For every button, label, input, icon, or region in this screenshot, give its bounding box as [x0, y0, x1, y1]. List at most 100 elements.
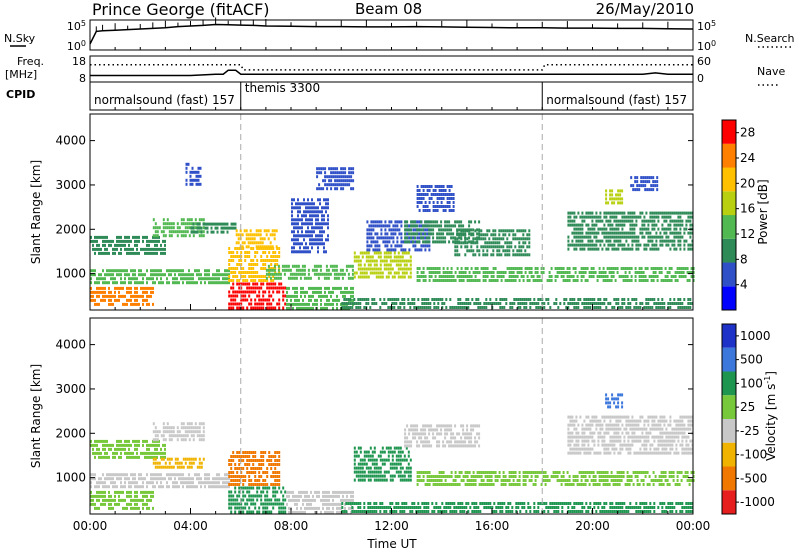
- power-cell: [265, 272, 268, 276]
- velocity-cell: [282, 502, 285, 506]
- power-cell: [371, 302, 374, 305]
- power-cell: [689, 223, 692, 227]
- velocity-cell: [412, 436, 415, 440]
- power-cell: [448, 275, 451, 278]
- power-cell: [611, 215, 614, 219]
- power-cell: [194, 218, 197, 222]
- power-cell: [252, 279, 255, 282]
- power-cell: [295, 202, 297, 206]
- velocity-cell: [274, 451, 277, 454]
- power-cell: [124, 269, 126, 273]
- power-cell: [352, 290, 354, 294]
- velocity-cell: [367, 466, 370, 470]
- power-cell: [581, 235, 584, 239]
- velocity-cell: [106, 498, 108, 502]
- power-cell: [403, 271, 406, 275]
- power-cell: [381, 275, 384, 279]
- power-cell: [645, 306, 648, 309]
- power-cell: [316, 306, 318, 310]
- velocity-cell: [266, 475, 269, 478]
- power-cell: [673, 211, 676, 215]
- power-cell: [246, 251, 249, 254]
- velocity-cell: [124, 481, 126, 485]
- power-cell: [486, 275, 489, 278]
- power-cell: [418, 201, 421, 204]
- velocity-cell: [174, 461, 177, 465]
- power-cell: [583, 247, 586, 251]
- velocity-cell: [270, 483, 273, 486]
- power-cell: [340, 183, 343, 187]
- power-cell: [435, 298, 438, 301]
- power-cell: [118, 269, 120, 273]
- power-cell: [322, 306, 324, 310]
- power-cell: [94, 239, 96, 243]
- velocity-cell: [373, 466, 376, 470]
- power-cell: [138, 251, 140, 255]
- power-cell: [504, 279, 507, 282]
- power-cell: [524, 271, 527, 274]
- power-cell: [528, 241, 531, 245]
- power-cell: [442, 228, 445, 232]
- velocity-cell: [138, 439, 140, 443]
- power-cell: [138, 239, 140, 243]
- velocity-cell: [312, 498, 314, 502]
- velocity-cell: [399, 478, 402, 482]
- power-cell: [110, 243, 112, 247]
- power-cell: [164, 251, 166, 255]
- power-cell: [291, 202, 293, 206]
- velocity-cell: [306, 506, 308, 510]
- power-cell: [536, 279, 539, 282]
- power-cell: [252, 263, 255, 266]
- velocity-cell: [328, 494, 330, 498]
- power-cell: [436, 185, 439, 188]
- velocity-cell: [430, 444, 433, 448]
- power-cell: [324, 302, 326, 306]
- power-cell: [609, 211, 612, 215]
- velocity-cell: [428, 424, 431, 428]
- velocity-cell: [328, 498, 330, 502]
- power-cell: [393, 255, 396, 259]
- velocity-cell: [272, 494, 275, 498]
- power-cell: [615, 302, 618, 305]
- velocity-cell: [367, 450, 370, 454]
- power-cell: [528, 245, 531, 249]
- power-cell: [279, 276, 282, 280]
- power-cell: [291, 272, 294, 276]
- velocity-cell: [274, 471, 277, 474]
- velocity-cell: [286, 490, 288, 494]
- power-cell: [299, 276, 302, 280]
- velocity-cell: [428, 444, 431, 448]
- power-cell: [172, 277, 174, 281]
- power-cell: [617, 302, 620, 305]
- velocity-cell: [212, 485, 214, 489]
- power-cell: [653, 298, 656, 301]
- power-cell: [120, 277, 122, 281]
- power-cell: [303, 234, 305, 238]
- velocity-cell: [160, 447, 162, 451]
- velocity-cell: [332, 498, 334, 502]
- power-cell: [434, 185, 437, 188]
- power-cell: [579, 243, 582, 247]
- power-cell: [190, 277, 192, 281]
- velocity-cell: [387, 470, 390, 474]
- power-cell: [254, 275, 257, 278]
- velocity-cell: [108, 485, 110, 489]
- velocity-cell: [468, 436, 471, 440]
- velocity-cell: [375, 478, 378, 482]
- velocity-cell: [420, 432, 423, 436]
- power-cell: [260, 267, 263, 270]
- velocity-cell: [120, 477, 122, 481]
- velocity-cell: [168, 438, 171, 442]
- power-cell: [401, 298, 404, 301]
- velocity-cell: [190, 422, 193, 426]
- power-cell: [516, 271, 519, 274]
- velocity-cell: [150, 494, 152, 498]
- power-cell: [665, 227, 668, 231]
- velocity-cell: [248, 498, 251, 502]
- velocity-cell: [92, 447, 94, 451]
- velocity-cell: [152, 461, 155, 465]
- power-cell: [322, 187, 325, 191]
- power-cell: [587, 306, 590, 309]
- velocity-cell: [230, 502, 233, 506]
- velocity-cell: [440, 428, 443, 432]
